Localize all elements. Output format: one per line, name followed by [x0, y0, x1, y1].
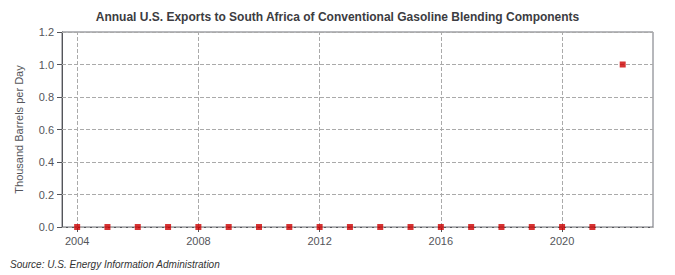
svg-text:Source: U.S. Energy Informatio: Source: U.S. Energy Information Administ…: [10, 259, 220, 270]
svg-text:0.2: 0.2: [39, 189, 54, 201]
svg-text:1.2: 1.2: [39, 26, 54, 38]
svg-text:2016: 2016: [429, 235, 453, 247]
svg-text:0.6: 0.6: [39, 124, 54, 136]
svg-text:Annual U.S. Exports to South A: Annual U.S. Exports to South Africa of C…: [96, 10, 580, 24]
svg-text:0.0: 0.0: [39, 221, 54, 233]
svg-text:2020: 2020: [550, 235, 574, 247]
svg-text:2008: 2008: [186, 235, 210, 247]
svg-text:2004: 2004: [65, 235, 89, 247]
svg-text:2012: 2012: [307, 235, 331, 247]
svg-text:0.8: 0.8: [39, 91, 54, 103]
svg-text:1.0: 1.0: [39, 59, 54, 71]
svg-text:0.4: 0.4: [39, 156, 54, 168]
svg-text:Thousand Barrels per Day: Thousand Barrels per Day: [13, 65, 25, 194]
